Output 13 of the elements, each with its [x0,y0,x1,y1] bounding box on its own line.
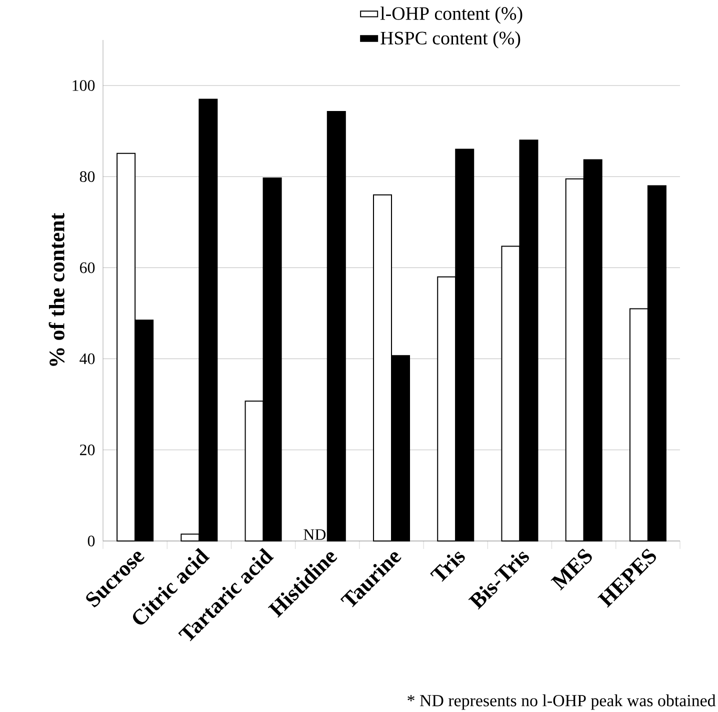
y-tick-label: 0 [88,536,95,546]
y-tick-label: 40 [80,353,95,364]
x-tick-label: Tris [430,551,465,582]
bar [326,110,346,542]
y-axis-title: % of the content [48,212,64,366]
text: * ND represents no l-OHP peak was obtained [408,694,716,710]
legend-label: HSPC content (%) [380,31,520,48]
annotation: ND [304,529,326,540]
y-tick-label: 100 [72,80,95,91]
y-tick-label: 60 [80,262,95,274]
legend-label: l-OHP content (%) [380,6,522,24]
y-tick-label: 20 [80,444,95,456]
y-tick-label: 80 [80,171,95,182]
